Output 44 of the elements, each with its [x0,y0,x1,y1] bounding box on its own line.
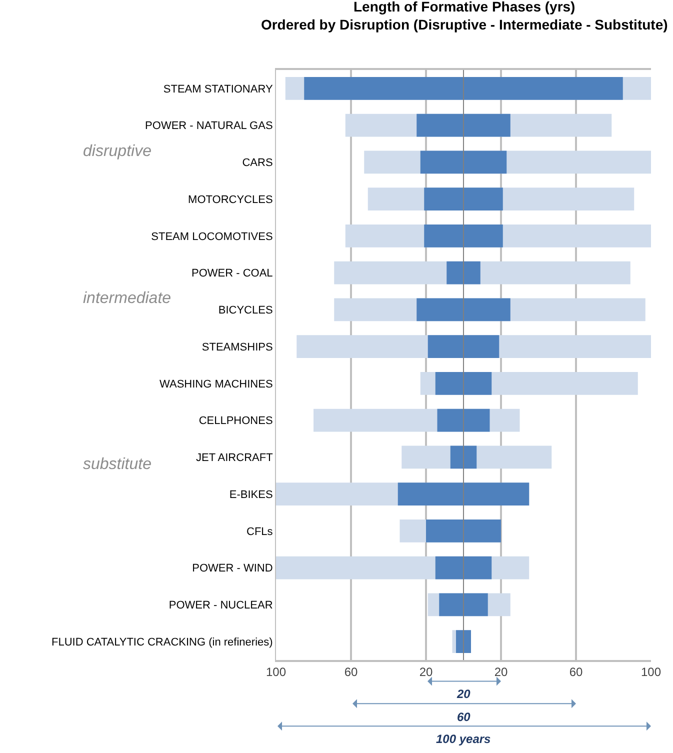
y-tick-label: STEAMSHIPS [202,341,273,354]
bar [398,482,530,506]
text: intermediate [83,290,172,307]
y-tick-label: POWER - NUCLEAR [168,600,273,612]
x-tick-label: 100 [266,665,286,680]
bar [435,372,492,395]
text: disruptive [83,143,152,160]
bar [450,446,477,469]
bar [428,335,500,358]
bar [435,556,492,580]
bar [437,408,490,432]
bar [416,298,510,322]
bar [416,114,510,137]
x-tick-label: 60 [569,665,583,680]
y-tick-label: POWER - WIND [192,562,273,575]
y-tick-label: BICYCLES [218,304,273,317]
text: 100 years [436,732,492,746]
y-tick-label: POWER - NATURAL GAS [145,120,273,132]
y-tick-label: MOTORCYCLES [188,194,273,206]
x-tick-label: 20 [494,665,508,680]
chart-title: Length of Formative Phases (yrs) Ordered by Disruption (Disruptive - Intermediate - Substitute) [260,0,668,32]
y-tick-label: STEAM STATIONARY [163,83,274,96]
y-tick-label: CELLPHONES [198,415,273,428]
bar [420,150,507,174]
x-tick-label: 20 [419,665,433,680]
bar [424,188,503,210]
y-tick-label: E-BIKES [229,488,273,501]
y-tick-label: CFLs [246,526,274,538]
text: substitute [83,456,152,473]
y-tick-label: FLUID CATALYTIC CRACKING (in refineries) [52,636,273,648]
text: 60 [457,710,471,724]
bar [439,593,488,616]
bar [446,261,480,284]
y-tick-label: WASHING MACHINES [160,378,273,390]
y-tick-label: JET AIRCRAFT [196,452,274,464]
x-tick-label: 100 [640,665,662,680]
x-tick-label: 60 [344,665,358,680]
y-tick-label: STEAM LOCOMOTIVES [151,230,273,243]
bar [456,630,471,653]
y-tick-label: POWER - COAL [192,268,273,280]
bar [424,224,503,248]
bar [426,520,501,542]
y-tick-label: CARS [242,157,273,170]
text: 20 [456,687,471,701]
